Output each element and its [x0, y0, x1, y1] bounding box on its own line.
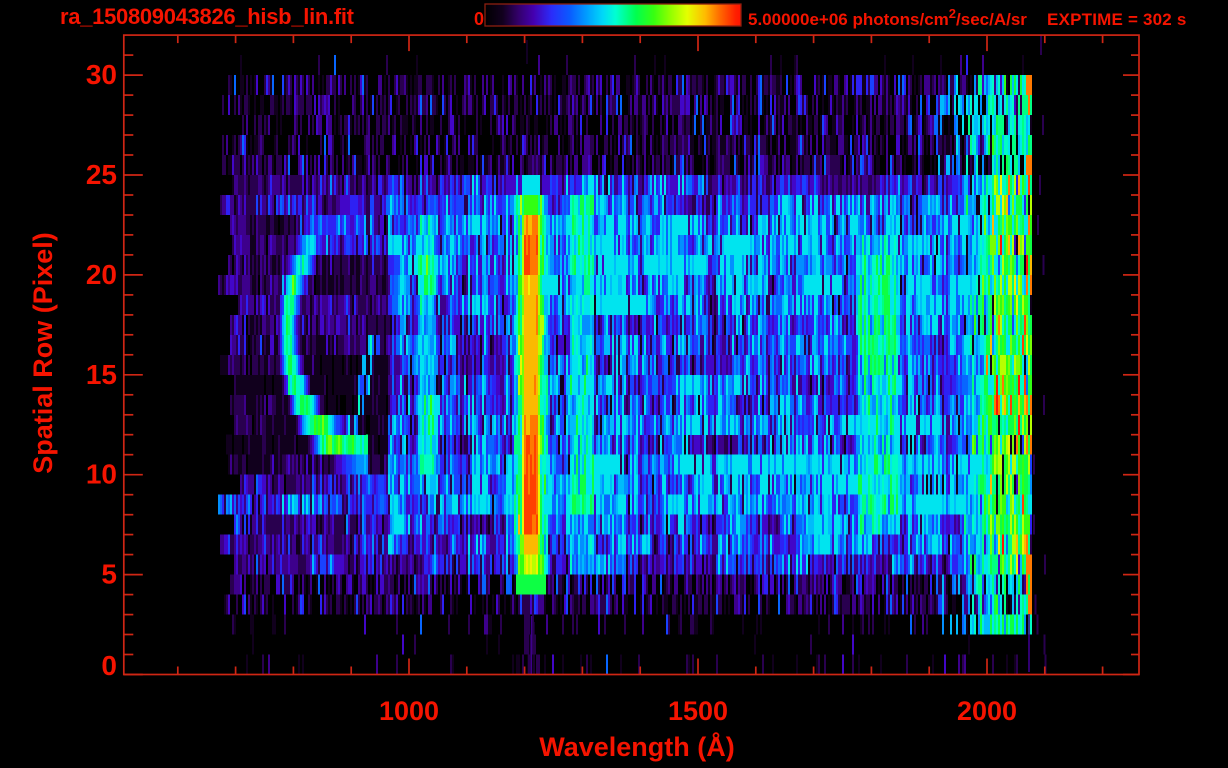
svg-text:5: 5 — [101, 559, 117, 590]
svg-text:25: 25 — [86, 159, 117, 190]
svg-text:0: 0 — [101, 650, 117, 681]
svg-text:EXPTIME = 302 s: EXPTIME = 302 s — [1047, 10, 1187, 29]
svg-text:1000: 1000 — [379, 696, 439, 726]
svg-text:0: 0 — [474, 9, 484, 29]
svg-text:1500: 1500 — [668, 696, 728, 726]
svg-text:Wavelength (Å): Wavelength (Å) — [539, 731, 735, 762]
svg-text:ra_150809043826_hisb_lin.fit: ra_150809043826_hisb_lin.fit — [60, 4, 355, 29]
svg-text:Spatial Row (Pixel): Spatial Row (Pixel) — [28, 232, 58, 474]
svg-text:30: 30 — [86, 59, 117, 90]
svg-text:5.00000e+06 photons/cm2/sec/A/: 5.00000e+06 photons/cm2/sec/A/sr — [748, 6, 1027, 29]
svg-text:10: 10 — [86, 459, 117, 490]
svg-text:20: 20 — [86, 259, 117, 290]
svg-text:2000: 2000 — [957, 696, 1017, 726]
svg-text:15: 15 — [86, 359, 117, 390]
